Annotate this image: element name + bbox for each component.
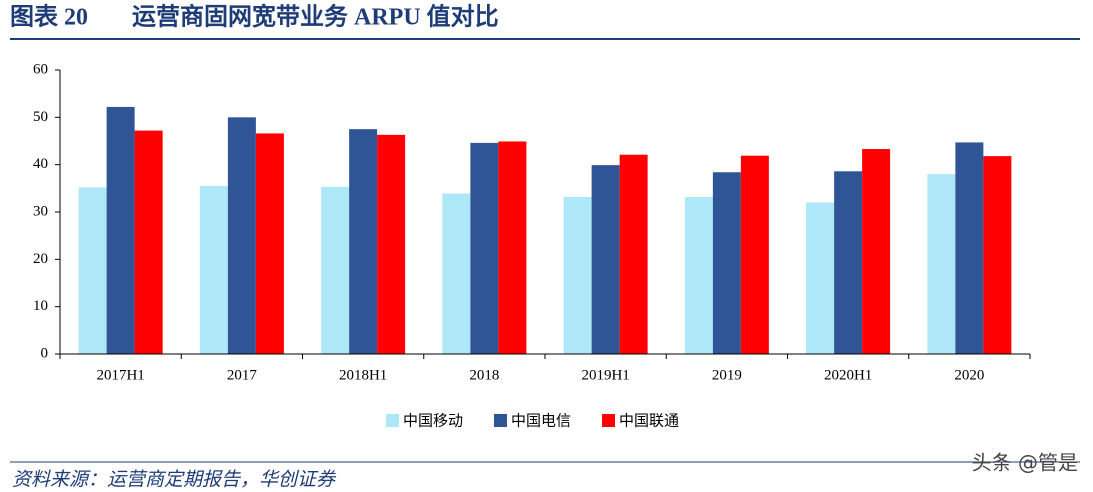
bar	[106, 106, 135, 354]
y-tick-label: 50	[33, 109, 48, 125]
bar	[712, 172, 741, 354]
bar	[806, 202, 835, 354]
bar	[442, 193, 471, 354]
x-tick-label: 2019H1	[581, 367, 629, 383]
bar	[983, 156, 1012, 354]
y-tick-label: 10	[33, 298, 48, 314]
bar	[740, 155, 769, 354]
bar	[377, 134, 406, 354]
bar	[591, 165, 620, 354]
bar	[684, 196, 713, 354]
watermark: 头条 @管是	[972, 451, 1078, 475]
bar	[927, 174, 956, 354]
x-tick-label: 2017H1	[96, 367, 144, 383]
bar	[563, 196, 592, 354]
x-tick-label: 2017	[227, 367, 258, 383]
bar	[498, 141, 527, 354]
bar	[78, 187, 107, 354]
figure-label: 图表 20	[10, 4, 88, 31]
bar	[255, 133, 284, 354]
legend-swatch	[602, 414, 615, 427]
x-tick-label: 2018	[469, 367, 499, 383]
bar	[227, 117, 256, 354]
bar	[619, 154, 648, 354]
legend-label: 中国电信	[511, 412, 571, 430]
y-tick-label: 20	[33, 251, 48, 267]
x-tick-label: 2020	[954, 367, 984, 383]
bar	[834, 171, 863, 354]
bar	[134, 130, 163, 354]
x-tick-label: 2020H1	[824, 367, 872, 383]
bar	[470, 142, 499, 354]
y-tick-label: 0	[41, 345, 49, 361]
chart-title: 运营商固网宽带业务 ARPU 值对比	[132, 3, 499, 31]
x-tick-label: 2019	[712, 367, 742, 383]
legend-label: 中国联通	[619, 412, 679, 430]
bar	[199, 185, 228, 354]
y-tick-label: 40	[33, 156, 48, 172]
y-tick-label: 60	[33, 61, 48, 77]
bar	[862, 149, 891, 354]
legend-swatch	[494, 414, 507, 427]
bar	[321, 186, 350, 354]
bar	[955, 142, 984, 354]
legend-swatch	[386, 414, 399, 427]
legend-label: 中国移动	[403, 412, 463, 430]
y-tick-label: 30	[33, 203, 48, 219]
x-tick-label: 2018H1	[339, 367, 387, 383]
bar	[349, 129, 378, 354]
source: 资料来源：运营商定期报告，华创证券	[12, 469, 337, 491]
